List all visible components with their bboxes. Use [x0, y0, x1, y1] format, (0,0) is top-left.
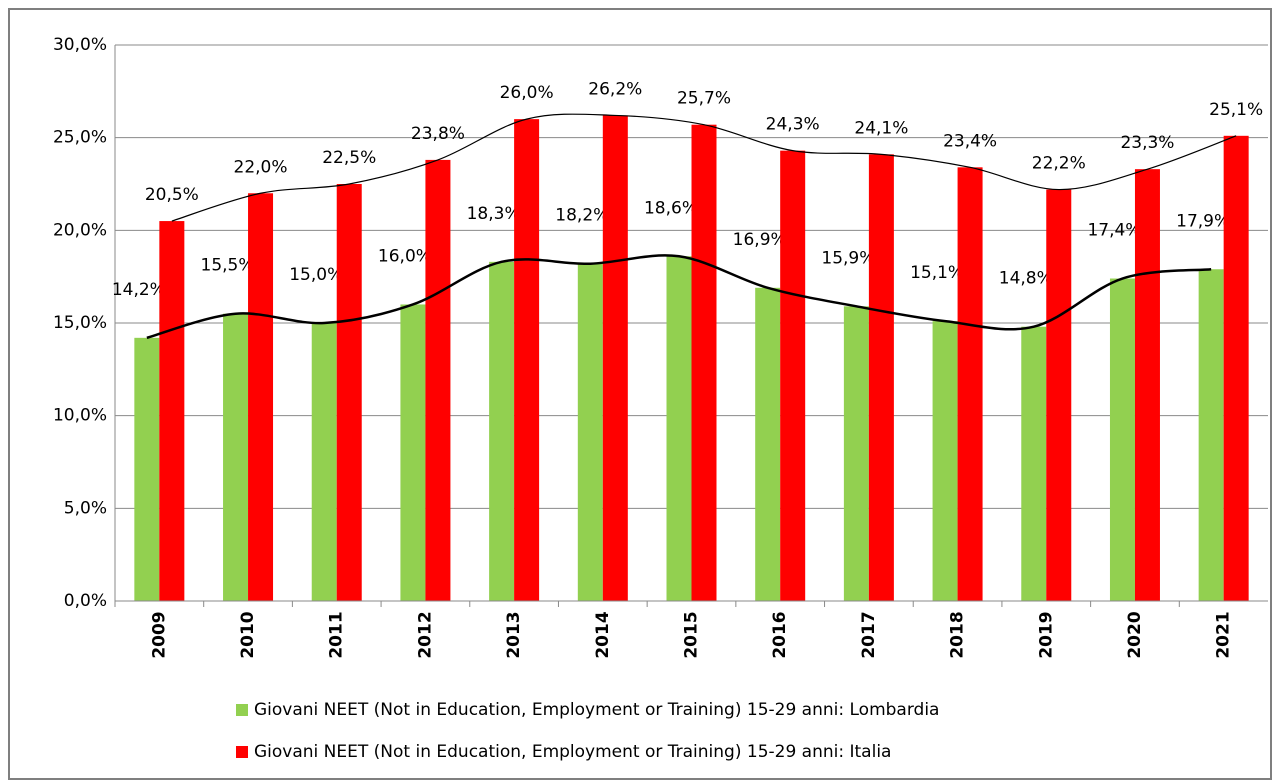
value-label: 14,2%	[112, 280, 166, 300]
value-label: 25,7%	[677, 89, 731, 109]
y-tick-label: 10,0%	[53, 406, 107, 426]
bar	[602, 115, 628, 601]
value-label: 17,9%	[1176, 211, 1230, 231]
x-tick-label: 2014	[593, 611, 613, 658]
x-tick-label: 2020	[1125, 611, 1145, 658]
bar	[957, 167, 983, 601]
bar	[755, 287, 781, 601]
value-label: 22,0%	[234, 157, 288, 177]
bar	[1223, 135, 1249, 601]
y-tick-label: 30,0%	[53, 35, 107, 55]
value-label: 16,0%	[378, 246, 432, 266]
bar	[159, 221, 185, 602]
bar	[134, 337, 160, 601]
y-tick-label: 0,0%	[64, 591, 107, 611]
bar	[336, 184, 362, 601]
value-label: 24,1%	[854, 118, 908, 138]
x-tick-label: 2017	[859, 611, 879, 658]
value-label: 17,4%	[1087, 221, 1141, 241]
value-label: 15,1%	[910, 263, 964, 283]
bar	[1021, 326, 1047, 601]
bar	[514, 119, 540, 601]
value-label: 23,4%	[943, 131, 997, 151]
value-label: 15,0%	[289, 265, 343, 285]
y-tick-label: 25,0%	[53, 128, 107, 148]
x-tick-label: 2010	[238, 611, 258, 658]
value-label: 25,1%	[1209, 100, 1263, 120]
x-tick-label: 2015	[682, 611, 702, 658]
value-label: 23,8%	[411, 124, 465, 144]
trend-line	[171, 113, 1237, 222]
bar	[1198, 269, 1224, 601]
value-label: 18,6%	[644, 198, 698, 218]
bar	[311, 323, 337, 601]
bar	[577, 263, 603, 601]
bar	[843, 306, 869, 601]
x-tick-label: 2021	[1214, 611, 1234, 658]
value-label: 24,3%	[766, 115, 820, 135]
trend-line	[146, 254, 1212, 340]
legend-swatch	[236, 704, 248, 716]
bar	[691, 124, 717, 602]
x-tick-label: 2009	[149, 611, 169, 658]
legend-swatch	[236, 746, 248, 758]
x-tick-label: 2012	[415, 611, 435, 658]
chart-frame	[8, 8, 1272, 780]
bar	[780, 150, 806, 601]
value-label: 22,5%	[322, 148, 376, 168]
bar	[868, 154, 894, 601]
legend-label: Giovani NEET (Not in Education, Employme…	[254, 700, 939, 720]
bar	[425, 159, 451, 601]
x-tick-label: 2011	[327, 611, 347, 658]
bar	[932, 321, 958, 601]
bar	[223, 313, 249, 601]
y-tick-label: 5,0%	[64, 498, 107, 518]
value-label: 15,5%	[201, 256, 255, 276]
value-label: 18,2%	[555, 206, 609, 226]
x-tick-label: 2018	[948, 611, 968, 658]
bar	[1134, 169, 1160, 601]
value-label: 18,3%	[467, 204, 521, 224]
x-tick-label: 2019	[1036, 611, 1056, 658]
bar	[1046, 189, 1072, 601]
value-label: 14,8%	[999, 269, 1053, 289]
bar	[666, 256, 692, 601]
bar	[1109, 278, 1135, 601]
x-tick-label: 2013	[504, 611, 524, 658]
y-tick-label: 15,0%	[53, 313, 107, 333]
value-label: 22,2%	[1032, 154, 1086, 174]
value-label: 15,9%	[821, 248, 875, 268]
value-label: 26,0%	[500, 83, 554, 103]
value-label: 20,5%	[145, 185, 199, 205]
value-label: 26,2%	[588, 79, 642, 99]
bar	[248, 193, 274, 601]
x-tick-label: 2016	[770, 611, 790, 658]
bar	[489, 261, 515, 601]
bar	[400, 304, 426, 601]
y-tick-label: 20,0%	[53, 220, 107, 240]
legend-label: Giovani NEET (Not in Education, Employme…	[254, 742, 891, 762]
value-label: 16,9%	[733, 230, 787, 250]
value-label: 23,3%	[1120, 133, 1174, 153]
